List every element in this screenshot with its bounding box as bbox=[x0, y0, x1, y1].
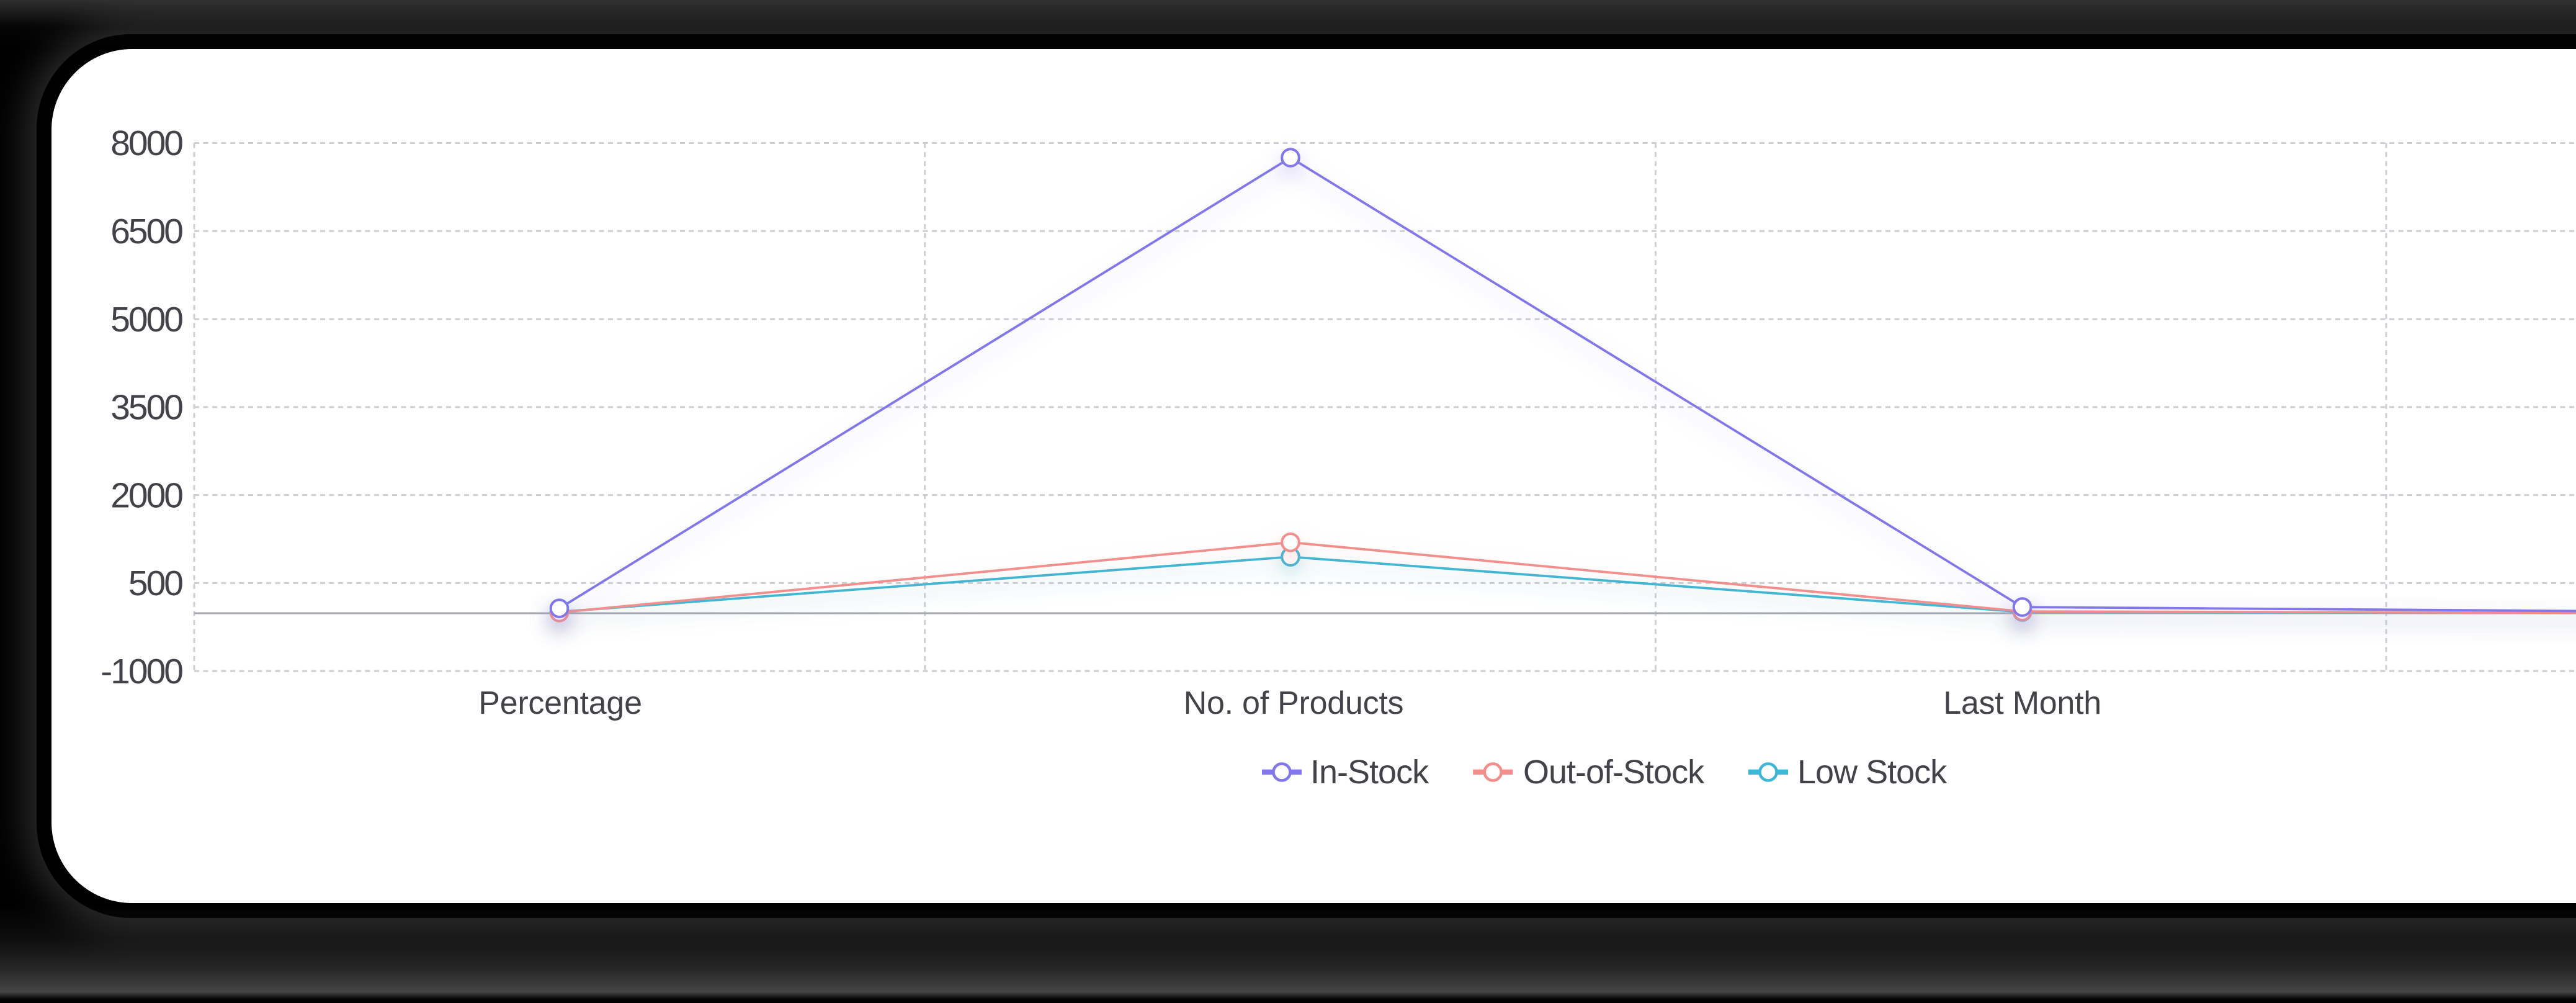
svg-text:8000: 8000 bbox=[110, 124, 182, 163]
svg-text:500: 500 bbox=[128, 564, 182, 603]
svg-text:3500: 3500 bbox=[110, 388, 182, 428]
svg-text:No. of Products: No. of Products bbox=[1184, 685, 1404, 721]
svg-text:-1000: -1000 bbox=[101, 652, 182, 691]
svg-text:Last Month: Last Month bbox=[1943, 685, 2101, 721]
svg-text:Percentage: Percentage bbox=[478, 685, 642, 721]
svg-text:Out-of-Stock: Out-of-Stock bbox=[1523, 753, 1705, 791]
svg-text:In-Stock: In-Stock bbox=[1310, 753, 1429, 791]
svg-text:6500: 6500 bbox=[110, 212, 182, 251]
svg-text:2000: 2000 bbox=[110, 475, 182, 515]
svg-text:5000: 5000 bbox=[110, 300, 182, 340]
svg-text:Low Stock: Low Stock bbox=[1797, 753, 1948, 791]
